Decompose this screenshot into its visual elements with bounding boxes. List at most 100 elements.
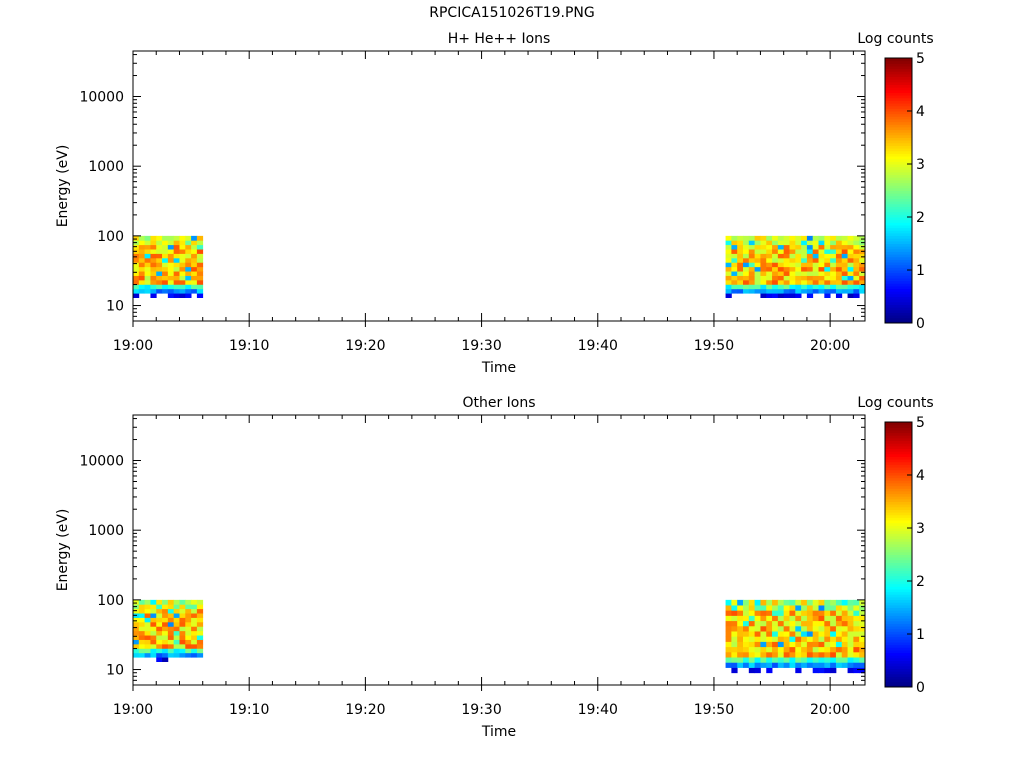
heatmap-cell	[167, 235, 175, 241]
colorbar-segment	[885, 506, 912, 510]
heatmap-cell	[138, 275, 146, 281]
heatmap-cell	[191, 288, 198, 294]
heatmap-cell	[766, 667, 773, 674]
heatmap-cell	[835, 657, 843, 663]
heatmap-cell	[725, 249, 732, 254]
heatmap-cell	[138, 635, 146, 640]
heatmap-cell	[766, 249, 773, 254]
heatmap-cell	[783, 636, 790, 642]
x-tick-label: 19:10	[229, 702, 269, 718]
heatmap-cell	[789, 271, 796, 276]
colorbar-segment	[885, 554, 912, 558]
heatmap-cell	[162, 648, 169, 654]
heatmap-cell	[853, 275, 860, 281]
heatmap-cell	[754, 275, 761, 281]
heatmap-cell	[760, 615, 767, 622]
heatmap-cell	[156, 288, 163, 294]
heatmap-cell	[196, 262, 204, 268]
heatmap-cell	[847, 235, 854, 241]
heatmap-cell	[806, 266, 814, 272]
heatmap-cell	[196, 266, 204, 272]
heatmap-cell	[777, 657, 785, 663]
heatmap-cell	[731, 605, 738, 611]
heatmap-cell	[731, 284, 738, 290]
colorbar-segment	[885, 543, 912, 548]
colorbar-segment	[885, 427, 912, 431]
heatmap-cell	[167, 626, 175, 632]
heatmap-cell	[859, 667, 866, 674]
heatmap-cell	[812, 240, 819, 246]
heatmap-cell	[853, 605, 860, 611]
heatmap-cell	[853, 279, 860, 285]
heatmap-cell	[179, 604, 186, 610]
heatmap-cell	[754, 244, 761, 250]
heatmap-cell	[812, 636, 819, 642]
heatmap-cell	[847, 284, 854, 290]
heatmap-cell	[818, 615, 825, 622]
heatmap-cell	[162, 257, 169, 263]
heatmap-cell	[196, 599, 204, 605]
heatmap-cell	[812, 266, 819, 272]
heatmap-cell	[191, 599, 198, 605]
heatmap-cell	[806, 275, 814, 281]
heatmap-cell	[748, 271, 756, 276]
heatmap-cell	[760, 662, 767, 668]
heatmap-cell	[835, 253, 843, 259]
colorbar-segment	[885, 498, 912, 502]
heatmap-cell	[777, 615, 785, 622]
heatmap-cell	[150, 643, 157, 649]
heatmap-cell	[731, 620, 738, 627]
heatmap-cell	[754, 257, 761, 263]
heatmap-cell	[795, 605, 802, 611]
heatmap-cell	[179, 635, 186, 640]
heatmap-cell	[777, 641, 785, 648]
x-tick-label: 19:50	[694, 338, 734, 354]
heatmap-cell	[783, 631, 790, 637]
colorbar-segment	[885, 137, 912, 141]
heatmap-cell	[806, 244, 814, 250]
colorbar-segment	[885, 108, 912, 112]
heatmap-cell	[853, 657, 860, 663]
heatmap-cell	[806, 615, 814, 622]
heatmap-cell	[760, 235, 767, 241]
heatmap-cell	[806, 262, 814, 268]
heatmap-cell	[185, 235, 192, 241]
heatmap-cell	[179, 630, 186, 636]
heatmap-cell	[818, 249, 825, 254]
heatmap-cell	[853, 244, 860, 250]
heatmap-cell	[777, 646, 785, 653]
colorbar-segment	[885, 525, 912, 529]
heatmap-cell	[812, 667, 819, 674]
heatmap-cell	[812, 657, 819, 663]
heatmap-cell	[859, 279, 866, 285]
heatmap-cell	[812, 244, 819, 250]
heatmap-cell	[185, 275, 192, 281]
heatmap-cell	[191, 604, 198, 610]
colorbar-segment	[885, 291, 912, 295]
heatmap-cell	[789, 625, 796, 632]
heatmap-cell	[835, 631, 843, 637]
heatmap-cell	[806, 657, 814, 663]
heatmap-cell	[783, 257, 790, 263]
heatmap-cell	[847, 636, 854, 642]
heatmap-cell	[772, 275, 779, 281]
heatmap-cell	[138, 639, 146, 645]
colorbar-segment	[885, 522, 912, 526]
heatmap-cell	[138, 244, 146, 250]
colorbar-segment	[885, 222, 912, 226]
heatmap-cell	[173, 635, 180, 640]
heatmap-cell	[859, 662, 866, 668]
heatmap-cell	[167, 253, 175, 259]
heatmap-cell	[173, 617, 180, 623]
heatmap-cell	[156, 244, 163, 250]
colorbar-label: Log counts	[857, 31, 933, 47]
heatmap-cell	[795, 284, 802, 290]
heatmap-cell	[144, 266, 151, 272]
heatmap-cell	[196, 279, 204, 285]
heatmap-cell	[196, 235, 204, 241]
heatmap-cell	[748, 279, 756, 285]
heatmap-cell	[185, 257, 192, 263]
heatmap-cell	[830, 253, 837, 259]
y-tick-label: 10000	[79, 454, 124, 470]
colorbar-segment	[885, 591, 912, 595]
